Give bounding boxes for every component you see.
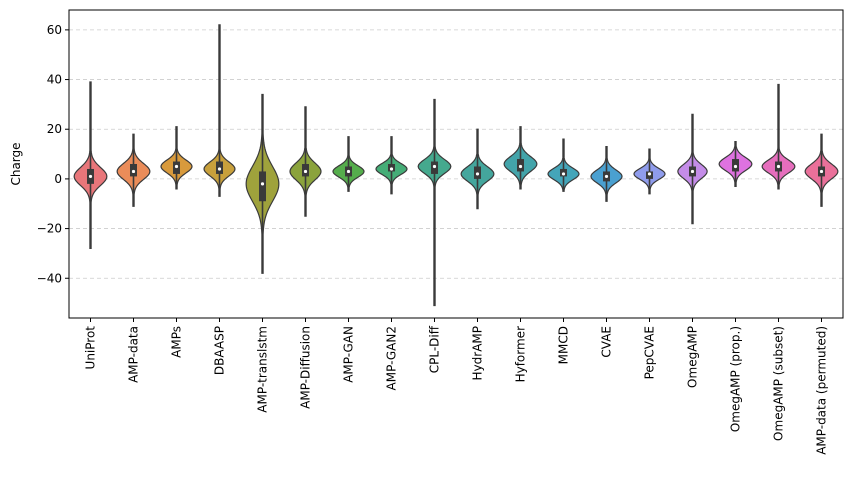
y-tick-label: 20 <box>47 122 62 136</box>
x-axis: UniProt AMP-data AMPs DBAASP AMP-translstm AM… <box>84 318 829 455</box>
x-tick-label: MMCD <box>557 326 571 364</box>
x-tick-label: Hyformer <box>514 326 528 382</box>
violin <box>718 141 753 187</box>
violin-median <box>690 169 695 174</box>
violin-median <box>561 172 566 176</box>
violin <box>375 136 408 195</box>
violin-median <box>518 164 523 169</box>
violin <box>417 98 452 307</box>
x-tick-label: UniProt <box>84 326 98 370</box>
x-tick-label: HydrAMP <box>471 326 485 380</box>
x-tick-label: AMP-GAN <box>342 326 356 383</box>
violin-median <box>475 172 480 176</box>
x-tick-label: OmegAMP (prop.) <box>729 326 743 432</box>
violin <box>73 81 108 250</box>
x-tick-label: PepCVAE <box>643 326 657 379</box>
violin <box>289 106 322 217</box>
violin <box>547 138 580 192</box>
violin-median <box>733 164 738 169</box>
violin-median <box>432 164 437 169</box>
x-tick-label: AMP-Diffusion <box>299 326 313 409</box>
violin-median <box>346 169 351 174</box>
violin <box>245 93 280 274</box>
y-tick-label: −40 <box>37 271 62 285</box>
x-tick-label: OmegAMP (subset) <box>772 326 786 441</box>
violin-median <box>260 182 265 186</box>
y-axis: −40 −20 0 20 40 60 <box>37 23 69 285</box>
violin <box>203 24 236 197</box>
violin-median <box>174 164 179 169</box>
violin <box>633 148 666 195</box>
violin <box>160 126 193 190</box>
violin <box>460 128 495 210</box>
violin-median <box>604 174 609 179</box>
x-tick-label: OmegAMP <box>686 326 700 388</box>
x-tick-label: AMP-translstm <box>256 326 270 413</box>
violin-median <box>819 169 824 174</box>
violin-median <box>776 164 781 169</box>
violin <box>116 133 151 207</box>
violin-median <box>303 169 308 174</box>
violin-median <box>647 172 652 176</box>
x-tick-label: DBAASP <box>213 326 227 375</box>
x-tick-label: AMPs <box>170 326 184 358</box>
x-tick-label: CVAE <box>600 326 614 358</box>
violin <box>332 136 365 192</box>
grid-lines <box>69 29 843 279</box>
plot-frame <box>68 9 844 319</box>
violin <box>677 113 708 225</box>
x-tick-label: CPL-Diff <box>428 325 442 373</box>
violin <box>503 126 538 190</box>
x-tick-label: AMP-GAN2 <box>385 326 399 390</box>
violin <box>590 146 623 202</box>
x-tick-label: AMP-data (permuted) <box>815 326 829 455</box>
y-axis-label: Charge <box>9 142 23 185</box>
y-tick-label: 40 <box>47 73 62 87</box>
violin-median <box>389 167 394 171</box>
y-tick-label: −20 <box>37 222 62 236</box>
violin <box>804 133 839 207</box>
y-tick-label: 60 <box>47 23 62 37</box>
violin-iqr-box <box>259 171 266 202</box>
violins <box>73 24 839 307</box>
y-tick-label: 0 <box>54 172 62 186</box>
violin-median <box>88 174 93 179</box>
violin-median <box>131 169 136 174</box>
violin <box>761 83 796 190</box>
x-tick-label: AMP-data <box>127 326 141 383</box>
violin-median <box>217 167 222 171</box>
